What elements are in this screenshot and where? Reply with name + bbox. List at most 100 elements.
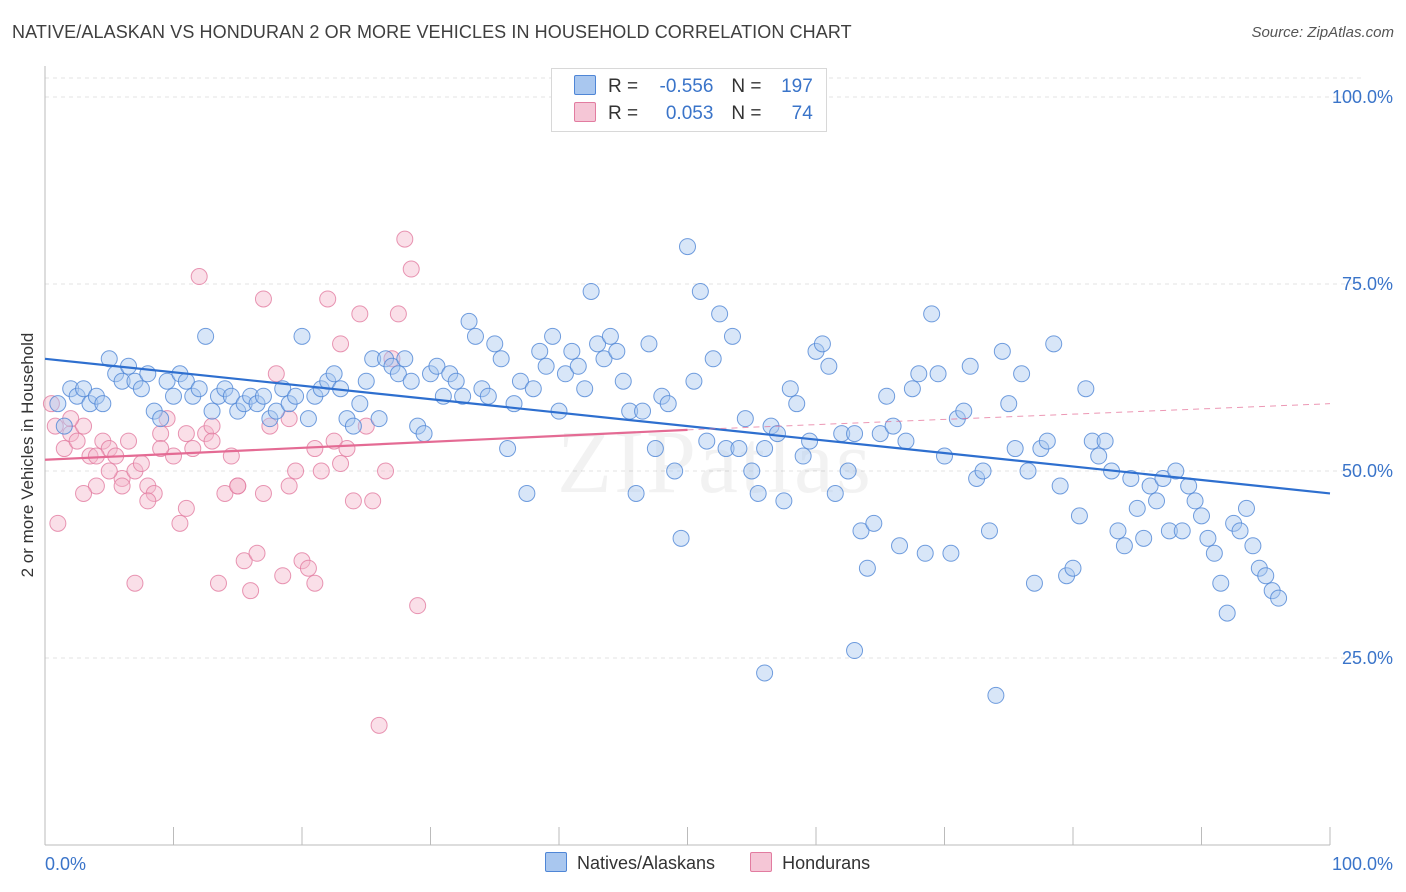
native-point [1237,499,1255,517]
native-point [466,327,484,345]
native-point [152,410,170,428]
native-point [499,440,517,458]
native-point [1270,589,1288,607]
honduran-point [81,447,99,465]
y-axis-label: 2 or more Vehicles in Household [18,333,37,578]
native-point [1218,604,1236,622]
native-point [1109,522,1127,540]
native-point [1212,574,1230,592]
honduran-point [120,432,138,450]
native-point [344,417,362,435]
native-point [756,440,774,458]
native-point [1045,335,1063,353]
legend-r-label: R = [608,76,639,97]
native-point [556,365,574,383]
honduran-point [267,365,285,383]
native-point [878,387,896,405]
legend-item-hondurans[interactable]: Hondurans [750,852,870,874]
native-point [158,372,176,390]
native-point [1083,432,1101,450]
honduran-point [100,462,118,480]
native-point [846,642,864,660]
legend-label-natives: Natives/Alaskans [577,853,716,873]
honduran-point [152,425,170,443]
native-point [794,447,812,465]
native-point [993,342,1011,360]
native-point [165,387,182,405]
native-point [1064,559,1082,577]
native-point [537,357,555,375]
natives-trend-line [44,357,1331,495]
native-point [132,380,150,398]
native-point [666,462,684,480]
native-point [813,335,831,353]
honduran-point [49,514,67,532]
native-point [923,305,941,323]
native-point [460,312,478,330]
watermark: ZIPatlas [557,413,873,512]
honduran-point [364,492,382,510]
honduran-point [190,268,208,286]
native-point [492,350,510,368]
native-point [1013,365,1031,383]
hondurans-trend-line [44,428,688,461]
native-point [614,372,632,390]
native-point [1167,462,1185,480]
native-point [1244,537,1262,555]
honduran-point [242,582,260,600]
legend-swatch-pink [574,102,596,122]
native-point [1160,522,1178,540]
native-point [916,544,934,562]
honduran-point [132,455,150,473]
honduran-point [216,484,234,502]
native-point [203,402,221,420]
native-point [267,402,285,420]
native-point [768,425,786,443]
native-point [222,387,240,405]
native-point [685,372,703,390]
y-tick-label: 100.0% [1332,87,1393,107]
native-point [659,395,677,413]
honduran-point [254,484,272,502]
native-point [563,342,581,360]
native-point [852,522,870,540]
native-point [749,484,767,502]
y-tick-label: 50.0% [1342,461,1393,481]
native-point [55,417,73,435]
legend-n-label: N = [731,76,762,97]
native-point [820,357,838,375]
native-point [891,537,909,555]
native-point [370,410,388,428]
native-point [544,327,562,345]
native-point [1257,567,1275,585]
native-point [691,282,709,300]
native-point [1193,507,1210,525]
legend-label-hondurans: Hondurans [782,853,871,873]
native-point [94,395,112,413]
honduran-point [338,440,356,458]
honduran-point [332,335,350,353]
source-credit: Source: ZipAtlas.com [1251,24,1394,41]
native-point [486,335,504,353]
native-point [428,357,446,375]
honduran-point [409,597,427,615]
honduran-point [165,447,182,465]
legend-r-value: 0.053 [665,103,714,124]
tick-labels: 25.0% 50.0% 75.0% 100.0% 0.0% 100.0% [45,87,1393,874]
native-point [1128,499,1146,517]
native-point [698,432,716,450]
trend-lines [44,357,1331,495]
native-point [1000,395,1018,413]
native-point [865,514,883,532]
native-point [974,462,992,480]
honduran-point [248,544,266,562]
native-point [987,686,1005,704]
native-point [936,447,953,465]
legend-n-value: 197 [781,76,813,97]
honduran-point [152,440,170,458]
native-point [903,380,921,398]
native-point [704,350,722,368]
legend-item-natives[interactable]: Natives/Alaskans [545,852,715,874]
native-point [781,380,799,398]
native-point [1173,522,1191,540]
